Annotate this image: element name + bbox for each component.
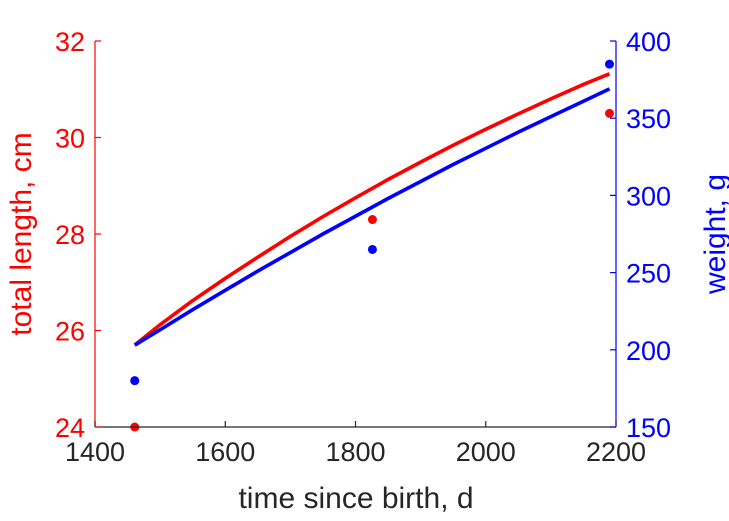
- left-series-point: [367, 215, 377, 225]
- left-y-tick-label: 30: [55, 124, 85, 154]
- right-y-tick-label: 400: [626, 27, 671, 57]
- x-tick-label: 2000: [456, 437, 516, 467]
- plot-background: [95, 41, 616, 427]
- x-tick-label: 2200: [586, 437, 646, 467]
- left-y-tick-label: 26: [55, 317, 85, 347]
- left-y-tick-label: 24: [55, 413, 85, 443]
- right-series-line: [133, 87, 611, 347]
- left-series-point: [604, 108, 614, 118]
- right-series-point: [604, 59, 614, 69]
- left-y-tick-label: 32: [55, 27, 85, 57]
- right-y-tick-label: 300: [626, 181, 671, 211]
- x-tick-label: 1600: [195, 437, 255, 467]
- right-series-point: [130, 376, 140, 386]
- plot-area: [95, 41, 616, 427]
- ticks-layer: 1400 1600 1800 2000 2200 24 26 28 30 32 150 200 250 3…: [55, 27, 671, 467]
- series-layer: [130, 59, 614, 432]
- x-tick-label: 1400: [65, 437, 125, 467]
- right-y-axis-title: weight, g: [699, 174, 729, 295]
- right-series-point: [367, 244, 377, 254]
- left-y-axis-title: total length, cm: [5, 132, 38, 335]
- x-axis-title: time since birth, d: [238, 482, 473, 515]
- left-y-tick-label: 28: [55, 220, 85, 250]
- right-y-tick-label: 350: [626, 104, 671, 134]
- right-y-tick-label: 200: [626, 336, 671, 366]
- left-series-line: [133, 72, 611, 347]
- right-y-tick-label: 150: [626, 413, 671, 443]
- x-tick-label: 1800: [325, 437, 385, 467]
- right-y-tick-label: 250: [626, 259, 671, 289]
